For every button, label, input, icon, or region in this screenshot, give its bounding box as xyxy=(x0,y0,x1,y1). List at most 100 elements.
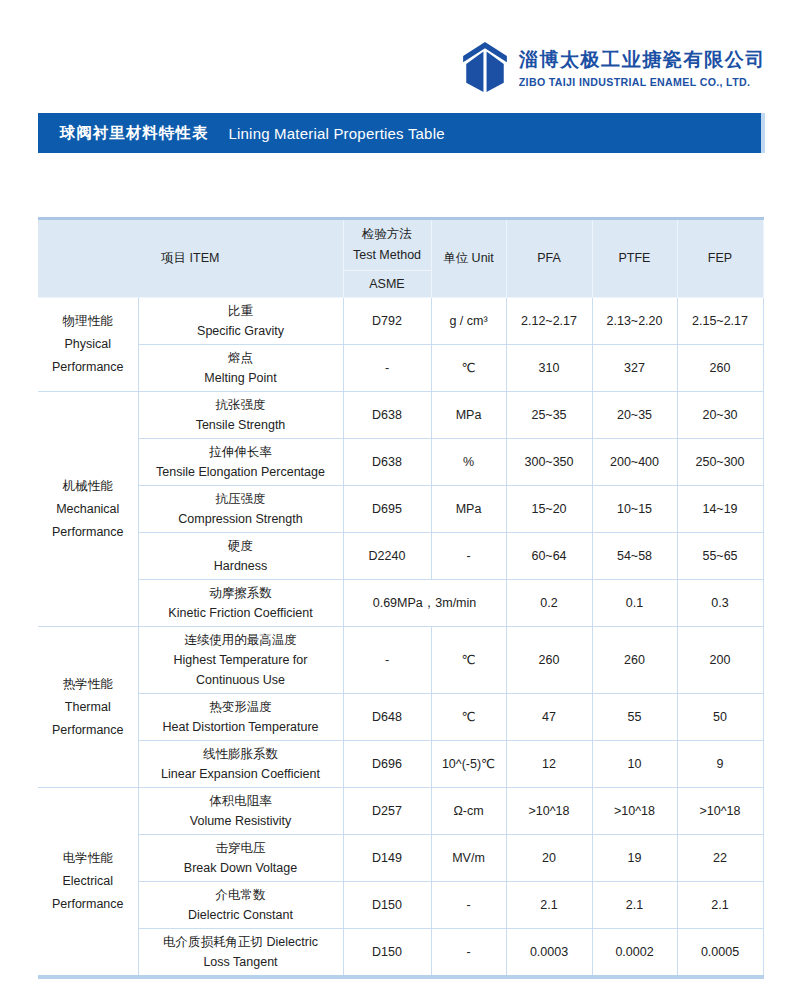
item-label-line: Break Down Voltage xyxy=(141,858,341,878)
item-label-line: Specific Gravity xyxy=(141,321,341,341)
item-cell: 体积电阻率Volume Resistivity xyxy=(138,788,343,835)
table-row: 熔点Melting Point-℃310327260 xyxy=(38,345,763,392)
value-cell: 20~30 xyxy=(677,392,763,439)
header-test-method-en: Test Method xyxy=(346,245,429,266)
item-label-line: 抗张强度 xyxy=(141,395,341,415)
value-cell: 22 xyxy=(677,835,763,882)
item-cell: 连续使用的最高温度Highest Temperature forContinuo… xyxy=(138,627,343,694)
value-cell: 200~400 xyxy=(592,439,677,486)
unit-cell: - xyxy=(431,533,506,580)
header-material-ptfe: PTFE xyxy=(592,219,677,298)
unit-cell: Ω-cm xyxy=(431,788,506,835)
method-cell: - xyxy=(343,627,431,694)
method-cell: D150 xyxy=(343,882,431,929)
unit-cell: ℃ xyxy=(431,627,506,694)
method-cell: D696 xyxy=(343,741,431,788)
value-cell: 25~35 xyxy=(506,392,592,439)
table-row: 拉伸伸长率Tensile Elongation PercentageD638%3… xyxy=(38,439,763,486)
value-cell: 60~64 xyxy=(506,533,592,580)
unit-cell: ℃ xyxy=(431,345,506,392)
table-row: 介电常数Dielectric ConstantD150-2.12.12.1 xyxy=(38,882,763,929)
value-cell: 2.1 xyxy=(592,882,677,929)
item-cell: 熔点Melting Point xyxy=(138,345,343,392)
method-cell: D638 xyxy=(343,392,431,439)
value-cell: 260 xyxy=(677,345,763,392)
value-cell: 14~19 xyxy=(677,486,763,533)
item-label-line: Kinetic Friction Coefficient xyxy=(141,603,341,623)
value-cell: 200 xyxy=(677,627,763,694)
value-cell: 327 xyxy=(592,345,677,392)
value-cell: >10^18 xyxy=(677,788,763,835)
item-label-line: 抗压强度 xyxy=(141,489,341,509)
category-label-en: Electrical xyxy=(40,870,136,893)
item-label-line: 比重 xyxy=(141,301,341,321)
header-item: 项目 ITEM xyxy=(38,219,343,298)
item-label-line: Continuous Use xyxy=(141,670,341,690)
properties-table-wrap: 项目 ITEM 检验方法 Test Method 单位 Unit PFA PTF… xyxy=(38,217,763,979)
method-cell: - xyxy=(343,345,431,392)
value-cell: 10 xyxy=(592,741,677,788)
value-cell: 250~300 xyxy=(677,439,763,486)
category-cell: 电学性能ElectricalPerformance xyxy=(38,788,138,978)
item-label-line: Hardness xyxy=(141,556,341,576)
item-label-line: Compression Strength xyxy=(141,509,341,529)
company-name-block: 淄博太极工业搪瓷有限公司 ZIBO TAIJI INDUSTRIAL ENAME… xyxy=(519,47,766,88)
value-cell: 0.0003 xyxy=(506,929,592,978)
item-cell: 热变形温度Heat Distortion Temperature xyxy=(138,694,343,741)
category-label-en: Performance xyxy=(40,719,136,742)
category-label-zh: 热学性能 xyxy=(40,673,136,696)
table-row: 线性膨胀系数Linear Expansion CoefficientD69610… xyxy=(38,741,763,788)
method-cell: D638 xyxy=(343,439,431,486)
company-header: 淄博太极工业搪瓷有限公司 ZIBO TAIJI INDUSTRIAL ENAME… xyxy=(0,36,800,98)
item-label-line: Volume Resistivity xyxy=(141,811,341,831)
category-label-en: Performance xyxy=(40,356,136,379)
lining-material-properties-table: 项目 ITEM 检验方法 Test Method 单位 Unit PFA PTF… xyxy=(38,217,764,979)
value-cell: 0.0002 xyxy=(592,929,677,978)
category-label-en: Mechanical xyxy=(40,498,136,521)
value-cell: 0.2 xyxy=(506,580,592,627)
company-name-en: ZIBO TAIJI INDUSTRIAL ENAMEL CO., LTD. xyxy=(519,76,766,88)
method-cell: D149 xyxy=(343,835,431,882)
value-cell: 47 xyxy=(506,694,592,741)
table-row: 电学性能ElectricalPerformance体积电阻率Volume Res… xyxy=(38,788,763,835)
value-cell: 55~65 xyxy=(677,533,763,580)
header-material-pfa: PFA xyxy=(506,219,592,298)
header-test-method-zh: 检验方法 xyxy=(346,224,429,245)
item-cell: 动摩擦系数Kinetic Friction Coefficient xyxy=(138,580,343,627)
category-label-en: Thermal xyxy=(40,696,136,719)
value-cell: 54~58 xyxy=(592,533,677,580)
page-title-zh: 球阀衬里材料特性表 xyxy=(60,123,209,144)
value-cell: 9 xyxy=(677,741,763,788)
value-cell: 15~20 xyxy=(506,486,592,533)
value-cell: 260 xyxy=(506,627,592,694)
category-cell: 机械性能MechanicalPerformance xyxy=(38,392,138,627)
item-label-line: 熔点 xyxy=(141,348,341,368)
method-cell: D695 xyxy=(343,486,431,533)
item-cell: 硬度Hardness xyxy=(138,533,343,580)
value-cell: 0.3 xyxy=(677,580,763,627)
header-unit: 单位 Unit xyxy=(431,219,506,298)
page: { "company": { "name_zh": "淄博太极工业搪瓷有限公司"… xyxy=(0,0,800,992)
taiji-building-logo-icon xyxy=(460,37,510,97)
method-cell: D150 xyxy=(343,929,431,978)
value-cell: 0.0005 xyxy=(677,929,763,978)
unit-cell: MPa xyxy=(431,392,506,439)
unit-cell: ℃ xyxy=(431,694,506,741)
unit-cell: % xyxy=(431,439,506,486)
value-cell: >10^18 xyxy=(592,788,677,835)
method-unit-merged-cell: 0.69MPa，3m/min xyxy=(343,580,506,627)
table-row: 电介质损耗角正切 DielectricLoss TangentD150-0.00… xyxy=(38,929,763,978)
item-label-line: Dielectric Constant xyxy=(141,905,341,925)
category-label-en: Performance xyxy=(40,893,136,916)
value-cell: 19 xyxy=(592,835,677,882)
category-label-en: Physical xyxy=(40,333,136,356)
item-label-line: 体积电阻率 xyxy=(141,791,341,811)
table-row: 抗压强度Compression StrengthD695MPa15~2010~1… xyxy=(38,486,763,533)
value-cell: 12 xyxy=(506,741,592,788)
value-cell: 10~15 xyxy=(592,486,677,533)
value-cell: 2.1 xyxy=(506,882,592,929)
value-cell: 20 xyxy=(506,835,592,882)
item-cell: 抗张强度Tensile Strength xyxy=(138,392,343,439)
table-row: 热学性能ThermalPerformance连续使用的最高温度Highest T… xyxy=(38,627,763,694)
item-label-line: Linear Expansion Coefficient xyxy=(141,764,341,784)
